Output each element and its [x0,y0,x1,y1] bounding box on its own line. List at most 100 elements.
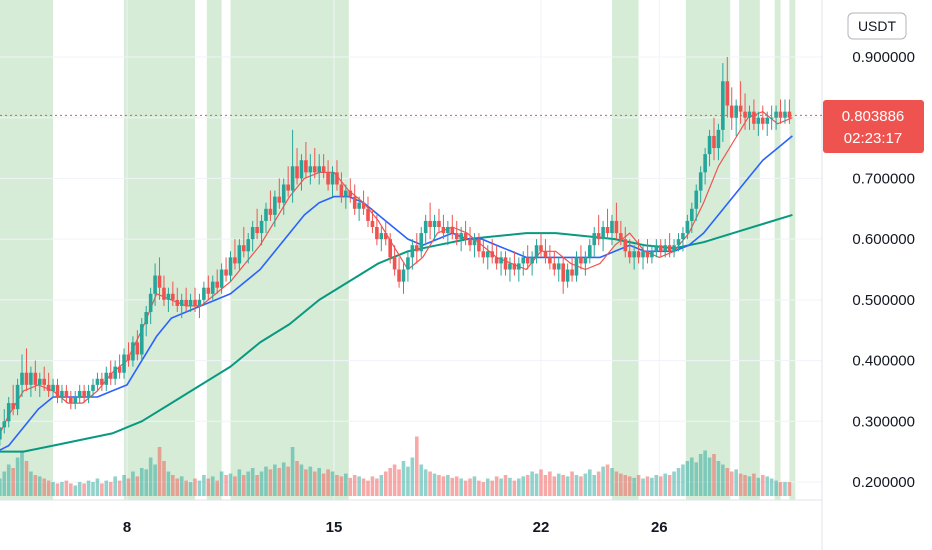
candle [432,214,437,240]
candle [392,245,397,276]
volume-bar [490,480,495,496]
candle-body [658,245,663,252]
candle [6,397,11,428]
candle [712,117,716,161]
candle-body [472,239,477,246]
candle [672,239,676,258]
candle [459,227,463,252]
candle-body [304,160,308,173]
volume-bar [69,483,73,496]
candle-body [765,117,770,124]
volume-bar [15,457,20,496]
candle [468,227,472,252]
candle-body [525,257,530,264]
volume-bar [60,482,64,496]
volume-bar [401,461,406,496]
candle [574,251,579,282]
candle [15,378,20,416]
candle-body [579,257,583,264]
candle-body [774,111,778,118]
candle-body [406,257,410,270]
volume-bar [632,477,636,496]
volume-bar [530,471,534,496]
candle-body [157,275,162,288]
candle [139,318,144,361]
candle [148,287,153,325]
candle [184,287,188,312]
candle [645,239,650,264]
candle-body [366,208,370,221]
volume-bar [503,475,508,496]
candle [437,208,441,234]
highlight-band [230,0,349,500]
volume-bar [570,471,574,496]
volume-bar [743,475,747,496]
volume-bar [783,482,787,496]
candle-body [663,245,667,252]
volume-bar [428,471,432,496]
candle-body [82,390,86,397]
candle [481,239,486,264]
volume-bar [725,468,730,496]
candle [242,227,246,258]
moving-averages [0,111,793,453]
volume-bar [304,469,308,496]
candle [344,184,348,209]
candle [521,251,526,276]
candle-body [747,111,752,118]
candle [357,196,361,221]
candle [636,239,641,264]
candle-body [166,293,171,300]
volume-bar [667,475,672,496]
candle-body [587,245,592,258]
volume-bar [135,476,140,496]
candle [126,342,131,367]
candle-body [752,111,756,124]
candle [122,348,126,379]
date-axis[interactable]: 8 15 22 26 [123,519,668,536]
candle-body [517,263,521,270]
candle-body [91,384,95,391]
candle-body [20,372,24,385]
candle [295,148,299,185]
candle-body [641,251,645,258]
candle [370,208,375,234]
volume-bar [676,468,681,496]
volume-bar [77,482,82,496]
ma-fast-line [0,111,793,435]
candle-body [352,196,357,209]
candle [202,281,206,306]
volume-bar [344,473,348,496]
candle [548,245,552,270]
volume-bar [406,466,410,496]
volume-bar [446,475,450,496]
volume-bar [534,473,539,496]
candle-body [743,111,747,118]
candle-body [242,245,246,252]
candle [685,214,690,240]
candle [716,123,721,161]
candle [397,257,401,288]
candle-body [33,372,38,385]
candle-body [361,202,366,209]
volume-bar [654,475,659,496]
volume-bar [619,473,623,496]
candle [286,166,290,197]
candle-body [15,384,20,410]
candle [197,293,202,319]
volume-bar [774,480,778,496]
volume-bar [769,478,774,496]
candle-body [605,227,610,234]
volume-bar [747,476,752,496]
price-axis[interactable]: 0.900000 0.700000 0.600000 0.500000 0.400000… [852,49,915,491]
candle [11,384,15,416]
volume-bar [596,471,601,496]
volume-bar [690,457,694,496]
volume-bar [233,476,237,496]
candle [162,275,166,306]
candle-body [512,263,517,270]
currency-badge[interactable]: USDT [847,12,907,40]
candle [592,227,597,258]
